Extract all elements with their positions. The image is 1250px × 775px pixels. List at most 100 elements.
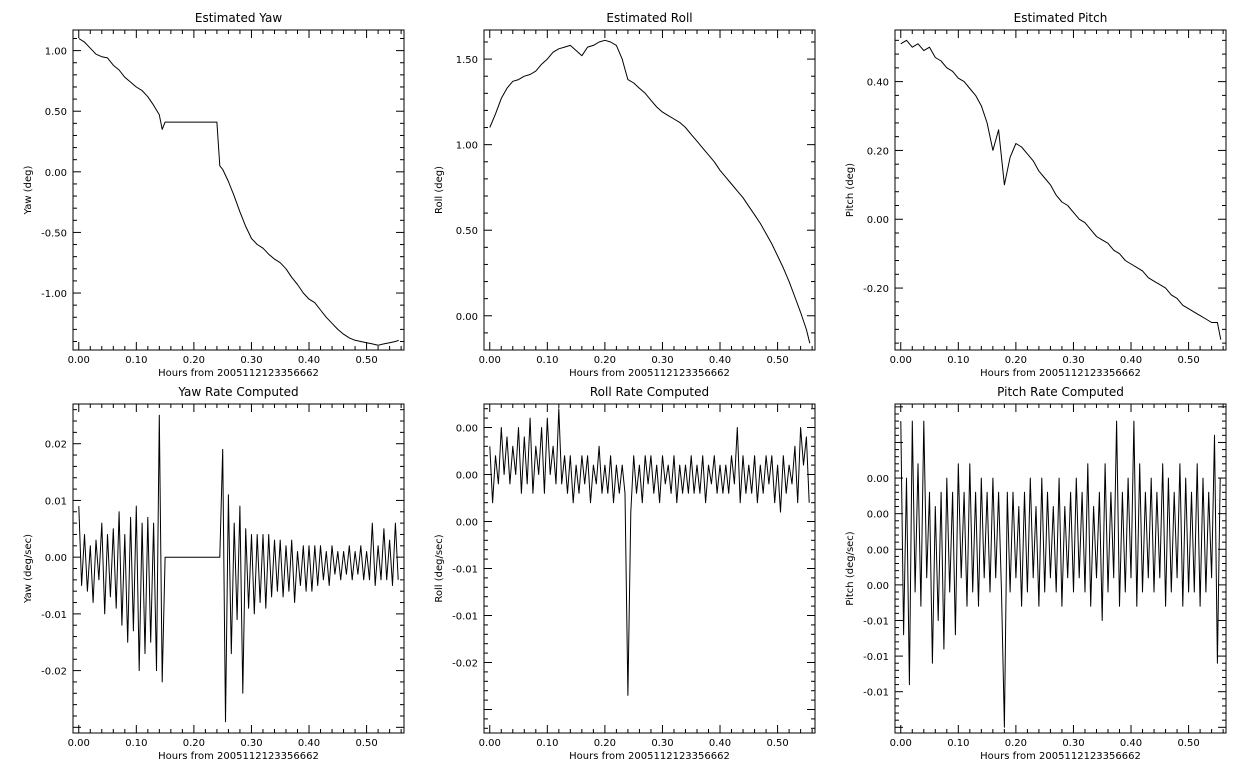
pitch-x-axis-label: Hours from 2005112123356662	[980, 368, 1141, 379]
pitch-rate-title: Pitch Rate Computed	[997, 385, 1124, 399]
roll-rate-plot-frame	[483, 403, 816, 734]
yaw-rate-x-tick-label: 0.50	[355, 738, 377, 749]
pitch-rate-series-line	[900, 420, 1221, 728]
roll-rate-x-tick-label: 0.10	[536, 738, 558, 749]
yaw-rate-y-tick-label: -0.01	[41, 610, 67, 621]
yaw-x-tick-label: 0.20	[183, 355, 205, 366]
roll-rate-x-tick-label: 0.20	[594, 738, 616, 749]
yaw-rate-x-axis-label: Hours from 2005112123356662	[158, 751, 319, 762]
pitch-plot-frame	[894, 29, 1227, 351]
yaw-x-tick-label: 0.40	[298, 355, 320, 366]
roll-y-tick-label: 1.50	[456, 55, 478, 66]
yaw-y-tick-label: 0.50	[45, 107, 67, 118]
yaw-rate-title: Yaw Rate Computed	[177, 385, 298, 399]
roll-rate-x-tick-label: 0.40	[709, 738, 731, 749]
roll-rate-y-tick-label: 0.00	[456, 471, 478, 482]
roll-rate-x-tick-label: 0.00	[479, 738, 501, 749]
pitch-rate-y-tick-label: -0.01	[863, 652, 889, 663]
pitch-rate-y-tick-label: -0.01	[863, 616, 889, 627]
yaw-rate-panel: Yaw Rate Computed Hours from 200511212335…	[23, 385, 405, 762]
pitch-rate-panel: Pitch Rate Computed Hours from 2005112123…	[845, 385, 1227, 762]
roll-y-axis-label: Roll (deg)	[434, 166, 445, 214]
roll-rate-y-axis-label: Roll (deg/sec)	[434, 534, 445, 602]
pitch-panel: Estimated Pitch Hours from 20051121233566…	[845, 11, 1227, 379]
roll-rate-title: Roll Rate Computed	[590, 385, 709, 399]
yaw-x-tick-label: 0.30	[240, 355, 262, 366]
yaw-rate-x-tick-label: 0.40	[298, 738, 320, 749]
roll-panel: Estimated Roll Hours from 200511212335666…	[434, 11, 816, 379]
pitch-rate-x-axis-label: Hours from 2005112123356662	[980, 751, 1141, 762]
yaw-x-axis-label: Hours from 2005112123356662	[158, 368, 319, 379]
yaw-rate-y-tick-label: 0.00	[45, 553, 67, 564]
roll-rate-y-tick-label: 0.00	[456, 424, 478, 435]
roll-rate-x-axis-label: Hours from 2005112123356662	[569, 751, 730, 762]
yaw-plot-frame	[72, 29, 405, 351]
yaw-rate-x-tick-label: 0.00	[68, 738, 90, 749]
pitch-rate-y-tick-label: 0.00	[867, 510, 889, 521]
yaw-rate-x-tick-label: 0.20	[183, 738, 205, 749]
roll-rate-y-tick-label: -0.01	[452, 612, 478, 623]
pitch-title: Estimated Pitch	[1014, 11, 1108, 25]
roll-y-tick-label: 1.00	[456, 141, 478, 152]
pitch-x-tick-label: 0.30	[1062, 355, 1084, 366]
pitch-x-tick-label: 0.10	[947, 355, 969, 366]
yaw-y-tick-label: 0.00	[45, 168, 67, 179]
roll-plot-frame	[483, 29, 816, 351]
pitch-y-tick-label: 0.40	[867, 78, 889, 89]
pitch-y-tick-label: 0.20	[867, 146, 889, 157]
yaw-rate-x-tick-label: 0.10	[125, 738, 147, 749]
roll-x-axis-label: Hours from 2005112123356662	[569, 368, 730, 379]
roll-rate-y-tick-label: -0.01	[452, 565, 478, 576]
roll-x-tick-label: 0.40	[709, 355, 731, 366]
yaw-x-tick-label: 0.00	[68, 355, 90, 366]
roll-rate-panel: Roll Rate Computed Hours from 20051121233…	[434, 385, 816, 762]
yaw-title: Estimated Yaw	[195, 11, 282, 25]
roll-rate-y-tick-label: -0.02	[452, 659, 478, 670]
yaw-y-tick-label: 1.00	[45, 47, 67, 58]
pitch-rate-y-tick-label: 0.00	[867, 545, 889, 556]
pitch-rate-y-tick-label: 0.00	[867, 581, 889, 592]
roll-rate-x-tick-label: 0.50	[766, 738, 788, 749]
pitch-rate-x-tick-label: 0.50	[1177, 738, 1199, 749]
pitch-rate-x-tick-label: 0.10	[947, 738, 969, 749]
pitch-rate-y-axis-label: Pitch (deg/sec)	[845, 531, 856, 606]
yaw-rate-y-axis-label: Yaw (deg/sec)	[23, 534, 34, 604]
pitch-rate-x-tick-label: 0.20	[1005, 738, 1027, 749]
roll-y-tick-label: 0.00	[456, 312, 478, 323]
roll-y-tick-label: 0.50	[456, 226, 478, 237]
yaw-rate-y-tick-label: 0.02	[45, 440, 67, 451]
yaw-x-tick-label: 0.50	[355, 355, 377, 366]
pitch-rate-x-tick-label: 0.30	[1062, 738, 1084, 749]
roll-x-tick-label: 0.00	[479, 355, 501, 366]
roll-x-tick-label: 0.30	[651, 355, 673, 366]
pitch-x-tick-label: 0.20	[1005, 355, 1027, 366]
pitch-y-tick-label: 0.00	[867, 215, 889, 226]
yaw-rate-y-tick-label: 0.01	[45, 496, 67, 507]
pitch-series-line	[900, 39, 1222, 340]
roll-x-tick-label: 0.10	[536, 355, 558, 366]
yaw-x-tick-label: 0.10	[125, 355, 147, 366]
pitch-rate-x-tick-label: 0.40	[1120, 738, 1142, 749]
yaw-series-line	[78, 38, 399, 346]
pitch-rate-y-tick-label: -0.01	[863, 688, 889, 699]
roll-x-tick-label: 0.50	[766, 355, 788, 366]
roll-rate-y-tick-label: 0.00	[456, 518, 478, 529]
yaw-y-tick-label: -0.50	[41, 228, 67, 239]
pitch-x-tick-label: 0.50	[1177, 355, 1199, 366]
yaw-rate-y-tick-label: -0.02	[41, 667, 67, 678]
yaw-y-axis-label: Yaw (deg)	[23, 165, 34, 215]
roll-x-tick-label: 0.20	[594, 355, 616, 366]
yaw-rate-series-line	[78, 414, 399, 723]
pitch-x-tick-label: 0.40	[1120, 355, 1142, 366]
pitch-rate-x-tick-label: 0.00	[890, 738, 912, 749]
roll-series-line	[489, 39, 811, 344]
pitch-y-axis-label: Pitch (deg)	[845, 163, 856, 217]
yaw-rate-x-tick-label: 0.30	[240, 738, 262, 749]
pitch-x-tick-label: 0.00	[890, 355, 912, 366]
roll-rate-x-tick-label: 0.30	[651, 738, 673, 749]
yaw-panel: Estimated Yaw Hours from 2005112123356662…	[23, 11, 405, 379]
roll-title: Estimated Roll	[606, 11, 692, 25]
pitch-rate-y-tick-label: 0.00	[867, 474, 889, 485]
yaw-y-tick-label: -1.00	[41, 289, 67, 300]
